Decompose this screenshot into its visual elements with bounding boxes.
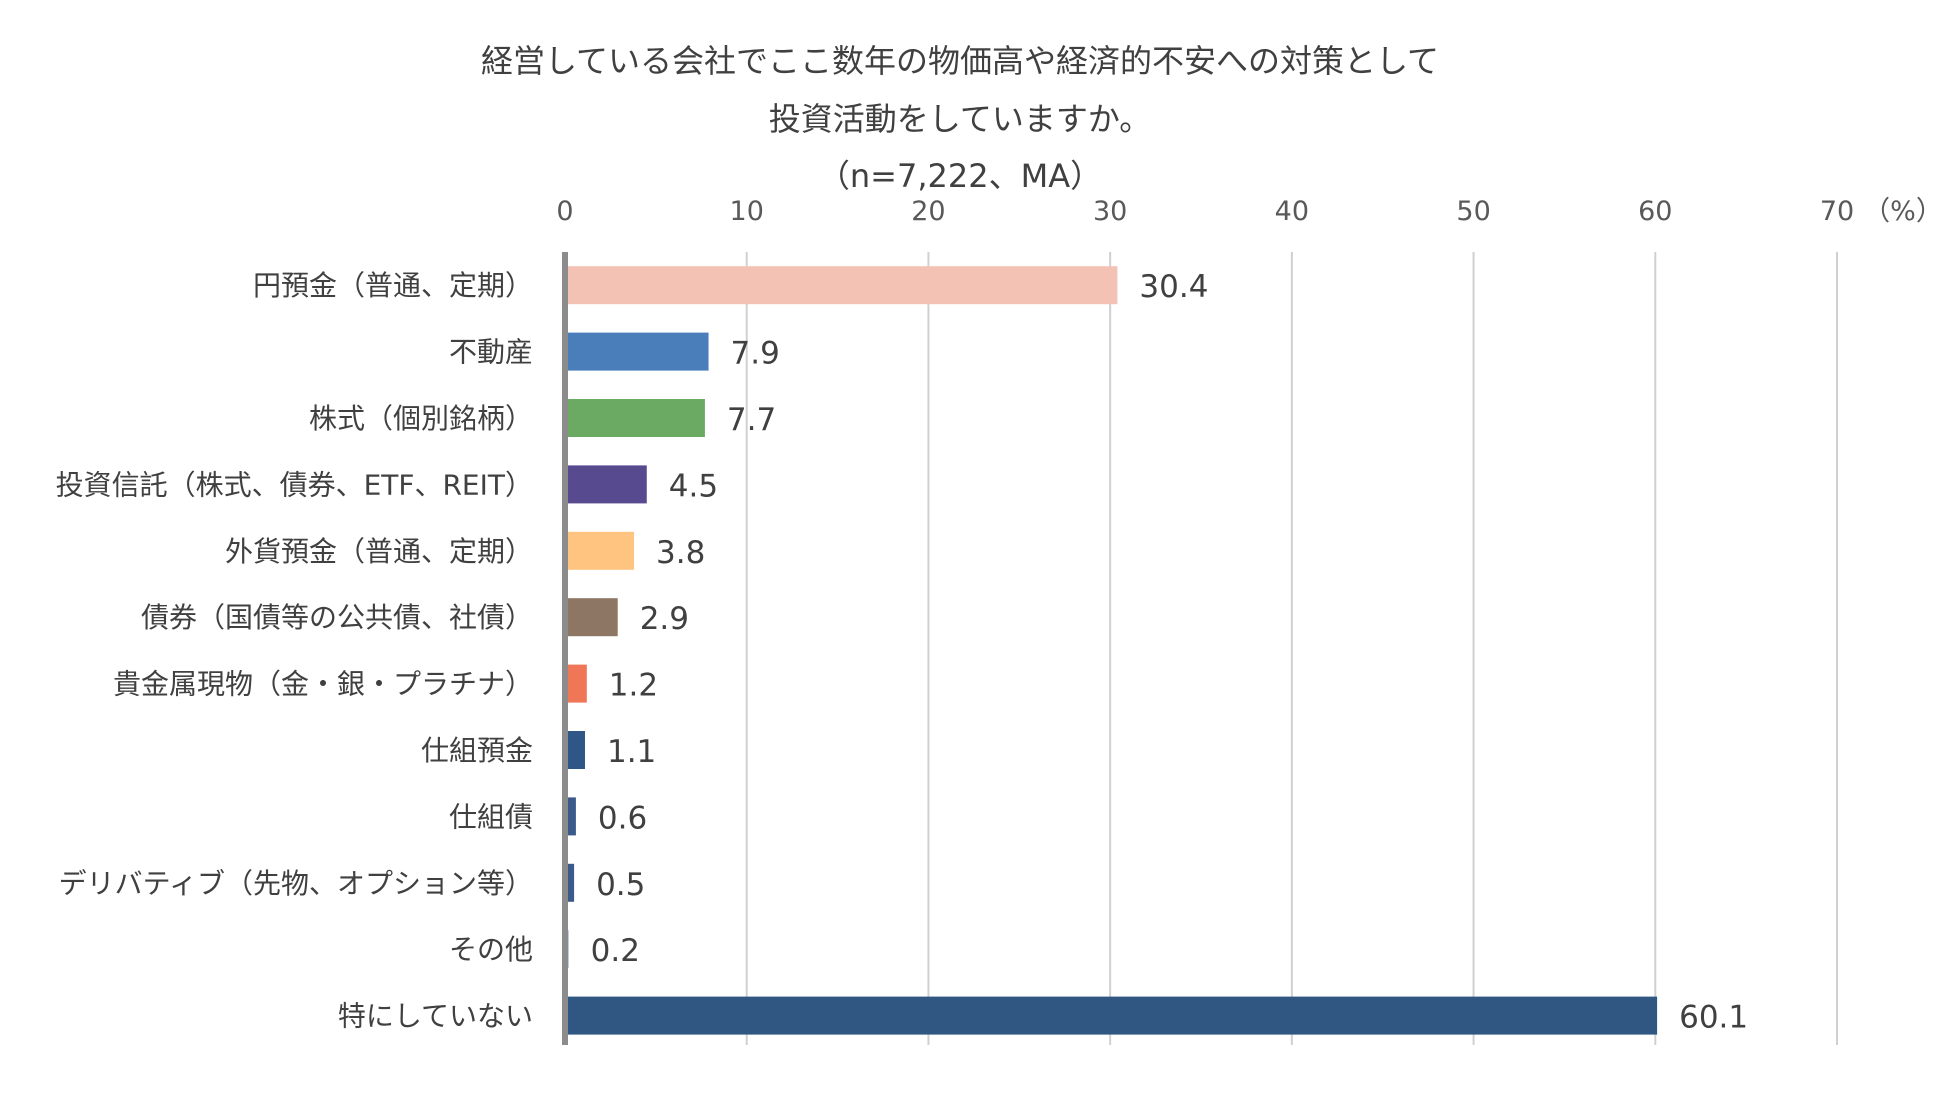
bar (565, 996, 1658, 1035)
category-label: 特にしていない (338, 1000, 533, 1033)
x-tick-label: 40 (1275, 196, 1309, 227)
category-label: デリバティブ（先物、オプション等） (59, 867, 533, 900)
data-label: 0.5 (596, 867, 645, 903)
data-label: 7.7 (727, 402, 776, 438)
category-label: 貴金属現物（金・銀・プラチナ） (113, 668, 533, 701)
data-label: 4.5 (669, 468, 718, 504)
chart-title-line-1: 経営している会社でここ数年の物価高や経済的不安への対策として (481, 42, 1439, 80)
category-label: その他 (449, 933, 533, 966)
bars (565, 266, 1658, 1035)
bar (565, 731, 585, 769)
data-label: 0.2 (591, 933, 640, 969)
data-label: 0.6 (598, 800, 647, 836)
x-axis-unit-label: （%） (1863, 196, 1943, 227)
bar (565, 531, 635, 570)
bar (565, 598, 618, 637)
data-labels: 30.4 7.9 7.74.5 3.8 2.9 1.2 1.1 0.6 0.5 0.2 60.1 (591, 269, 1748, 1035)
data-label: 1.2 (609, 668, 658, 704)
chart-title: 経営している会社でここ数年の物価高や経済的不安への対策として 投資活動をしていま… (481, 42, 1439, 195)
x-tick-label: 0 (556, 196, 573, 227)
bar (565, 399, 705, 437)
x-tick-label: 60 (1638, 196, 1672, 227)
category-label: 仕組債 (449, 800, 533, 833)
data-label: 30.4 (1139, 269, 1208, 305)
category-label: 投資信託（株式、債券、ETF、REIT） (56, 468, 533, 501)
category-label: 外貨預金（普通、定期） (225, 535, 533, 568)
chart-title-line-2: 投資活動をしていますか。 (769, 100, 1151, 138)
bar (565, 664, 587, 703)
bar (565, 797, 576, 836)
category-label: 円預金（普通、定期） (253, 269, 533, 302)
data-label: 1.1 (607, 734, 656, 770)
data-label: 60.1 (1679, 1000, 1748, 1036)
gridlines (745, 252, 1838, 1045)
x-tick-label: 50 (1456, 196, 1490, 227)
data-label: 7.9 (731, 336, 780, 372)
data-label: 2.9 (640, 601, 689, 637)
category-label: 株式（個別銘柄） (309, 402, 533, 435)
bar (565, 332, 709, 371)
data-label: 3.8 (656, 535, 705, 571)
x-axis-ticks: 0 10 20 30 40 50 60 70 (556, 196, 1854, 227)
chart-title-line-3: （n=7,222、MA） (818, 157, 1102, 195)
x-tick-label: 30 (1093, 196, 1127, 227)
x-tick-label: 20 (911, 196, 945, 227)
bar (565, 266, 1118, 305)
category-label: 債券（国債等の公共債、社債） (141, 601, 533, 634)
bar (565, 465, 647, 504)
x-tick-label: 10 (730, 196, 764, 227)
x-tick-label: 70 (1820, 196, 1854, 227)
category-label: 仕組預金 (421, 734, 533, 767)
category-label: 不動産 (449, 336, 533, 369)
bar (565, 863, 575, 902)
